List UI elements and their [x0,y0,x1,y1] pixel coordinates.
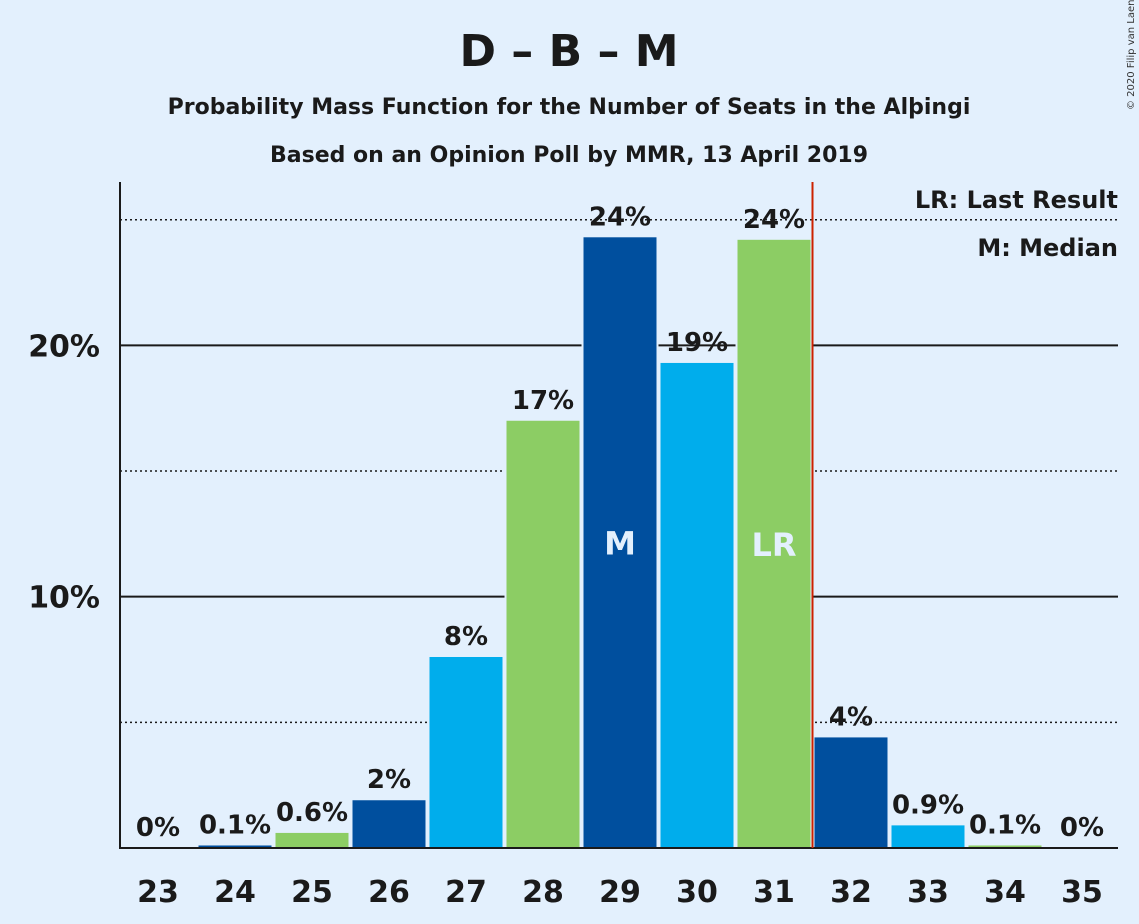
bar-seat-29 [583,237,657,848]
copyright-text: © 2020 Filip van Laenen [1126,0,1137,110]
bar-seat-27 [429,656,503,848]
bar-seat-25 [275,832,349,848]
bar-seat-32 [814,737,888,848]
bar-seat-26 [352,800,426,848]
y-tick-label: 10% [28,581,100,616]
bar-seat-31 [737,239,811,848]
data-label: 24% [589,202,651,232]
chart-subtitle-1: Probability Mass Function for the Number… [168,95,971,120]
x-tick-label: 29 [599,875,641,910]
bar-seat-28 [506,420,580,848]
data-label: 0.6% [276,798,348,828]
median-marker: M [604,525,636,563]
data-label: 0.1% [199,810,271,840]
data-label: 19% [666,328,728,358]
x-tick-label: 26 [368,875,410,910]
x-tick-label: 33 [907,875,949,910]
data-label: 0.9% [892,790,964,820]
data-label: 0% [136,813,180,843]
bar-seat-34 [968,845,1042,848]
x-tick-label: 28 [522,875,564,910]
data-label: 24% [743,205,805,235]
bar-seat-33 [891,825,965,848]
x-tick-label: 35 [1061,875,1103,910]
data-label: 8% [444,622,488,652]
data-label: 2% [367,765,411,795]
x-tick-label: 34 [984,875,1026,910]
x-tick-label: 32 [830,875,872,910]
data-label: 17% [512,386,574,416]
bar-seat-30 [660,362,734,848]
x-tick-label: 24 [214,875,256,910]
y-tick-label: 20% [28,329,100,364]
legend-last-result: LR: Last Result [915,186,1118,214]
x-tick-label: 30 [676,875,718,910]
chart-subtitle-2: Based on an Opinion Poll by MMR, 13 Apri… [270,143,868,168]
chart-title: D – B – M [459,26,678,77]
last-result-marker: LR [751,526,796,564]
data-label: 0.1% [969,810,1041,840]
x-tick-label: 31 [753,875,795,910]
x-tick-label: 25 [291,875,333,910]
x-tick-label: 23 [137,875,179,910]
bar-seat-24 [198,845,272,848]
data-label: 4% [829,702,873,732]
x-tick-label: 27 [445,875,487,910]
data-label: 0% [1060,813,1104,843]
legend-median: M: Median [977,234,1118,262]
